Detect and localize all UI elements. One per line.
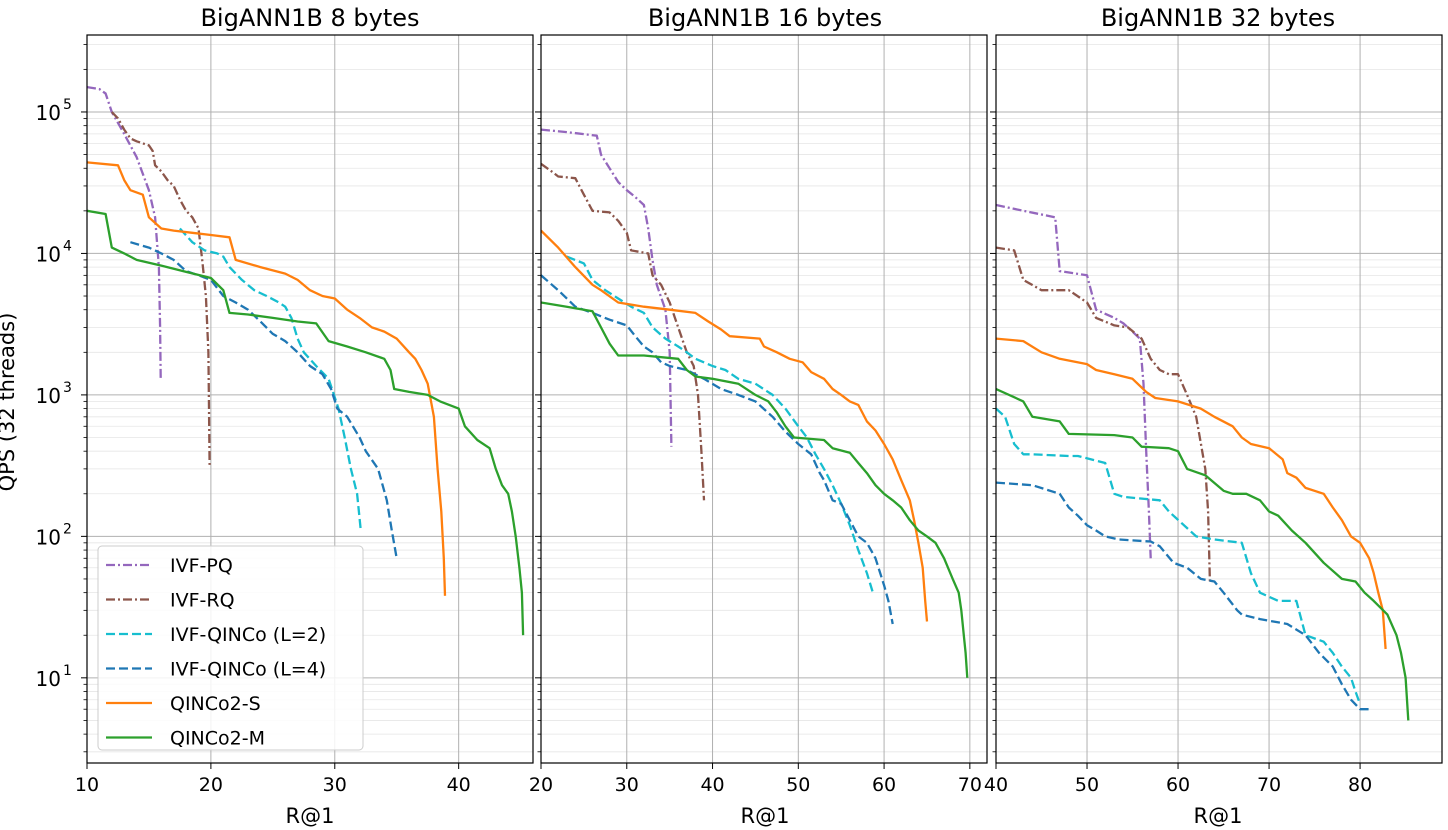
subplot-title: BigANN1B 16 bytes (648, 4, 882, 32)
y-tick-label: 10 (36, 525, 61, 549)
x-tick-label: 20 (529, 774, 553, 796)
subplot-title: BigANN1B 32 bytes (1101, 4, 1335, 32)
x-tick-label: 70 (958, 774, 982, 796)
subplot-16-bytes: BigANN1B 16 bytes 20 30 40 50 60 70 R@1 (529, 4, 988, 828)
x-tick-label: 40 (447, 774, 471, 796)
y-tick-exponent: 2 (63, 521, 72, 537)
series-line-ivf-qinco-l-2 (996, 407, 1362, 705)
x-tick-label: 20 (199, 774, 223, 796)
series-line-ivf-rq (996, 246, 1212, 582)
legend-label: IVF-PQ (170, 555, 233, 577)
x-axis-label: R@1 (741, 804, 790, 828)
y-tick-exponent: 1 (63, 663, 72, 679)
x-tick-label: 80 (1348, 774, 1372, 796)
series-line-qinco2-m (996, 387, 1410, 721)
axes-frame (540, 34, 988, 764)
series-line-ivf-rq (541, 162, 706, 501)
y-tick-label: 10 (36, 242, 61, 266)
series-group (541, 128, 969, 678)
series-line-ivf-pq (541, 128, 673, 447)
grid (995, 35, 1442, 763)
legend-label: IVF-QINCo (L=4) (170, 659, 326, 681)
x-tick-label: 10 (75, 774, 99, 796)
x-tick-label: 50 (1075, 774, 1099, 796)
x-tick-label: 60 (1166, 774, 1190, 796)
x-axis-label: R@1 (1194, 804, 1243, 828)
series-line-ivf-rq (110, 111, 211, 465)
x-axis-label: R@1 (286, 804, 335, 828)
legend-label: IVF-QINCo (L=2) (170, 624, 326, 646)
y-tick-exponent: 3 (63, 380, 72, 396)
y-tick-label: 10 (36, 667, 61, 691)
series-line-qinco2-s (87, 161, 447, 596)
x-tick-label: 40 (700, 774, 724, 796)
x-tick-label: 30 (615, 774, 639, 796)
series-group (87, 85, 525, 636)
x-tick-label: 60 (872, 774, 896, 796)
plot-area: 40 50 60 70 80 (984, 34, 1443, 796)
x-tick-label: 50 (786, 774, 810, 796)
series-line-ivf-qinco-l-4 (996, 481, 1370, 711)
legend-label: QINCo2-M (170, 728, 265, 750)
legend-label: QINCo2-S (170, 693, 261, 715)
series-line-qinco2-m (541, 301, 969, 678)
subplot-title: BigANN1B 8 bytes (200, 4, 419, 32)
y-tick-label: 10 (36, 384, 61, 408)
series-line-ivf-pq (87, 85, 162, 379)
subplot-32-bytes: BigANN1B 32 bytes 40 50 60 70 80 R@1 (984, 4, 1443, 828)
plot-area: 20 30 40 50 60 70 (529, 34, 988, 796)
legend: IVF-PQ IVF-RQ IVF-QINCo (L=2) IVF-QINCo (L=… (97, 545, 364, 751)
x-tick-label: 70 (1257, 774, 1281, 796)
x-tick-label: 30 (323, 774, 347, 796)
y-tick-exponent: 5 (63, 97, 72, 113)
series-group (996, 203, 1410, 721)
series-line-qinco2-s (996, 337, 1387, 650)
series-line-ivf-qinco-l-4 (541, 274, 894, 625)
x-tick-label: 40 (984, 774, 1008, 796)
legend-label: IVF-RQ (170, 590, 235, 612)
series-line-ivf-qinco-l-4 (130, 241, 398, 559)
axes-frame (86, 34, 534, 764)
y-axis-label: QPS (32 threads) (0, 313, 19, 492)
axes-frame (995, 34, 1443, 764)
y-tick-label: 10 (36, 101, 61, 125)
series-line-ivf-pq (996, 203, 1152, 559)
series-line-ivf-qinco-l-2 (179, 227, 362, 531)
y-tick-exponent: 4 (63, 238, 72, 254)
series-line-qinco2-m (87, 209, 525, 636)
series-line-qinco2-s (541, 229, 929, 622)
legend-frame (97, 545, 364, 751)
series-line-ivf-qinco-l-2 (566, 255, 874, 594)
